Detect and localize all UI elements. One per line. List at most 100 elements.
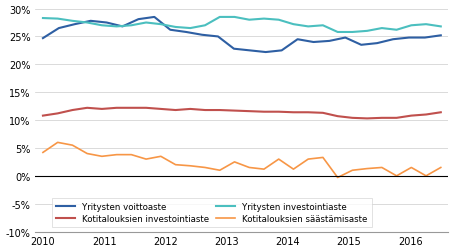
Kotitalouksien investointiaste [128,107,134,110]
Yritysten investointiaste [423,23,429,26]
Yritysten voittoaste [375,42,380,45]
Kotitalouksien säästämisaste [40,151,46,154]
Kotitalouksien säästämisaste [158,155,163,158]
Kotitalouksien säästämisaste [143,158,149,161]
Kotitalouksien säästämisaste [291,168,296,171]
Kotitalouksien investointiaste [55,112,60,115]
Yritysten investointiaste [99,25,104,28]
Yritysten voittoaste [311,41,316,44]
Yritysten voittoaste [263,51,268,54]
Kotitalouksien säästämisaste [99,155,104,158]
Kotitalouksien säästämisaste [276,158,281,161]
Kotitalouksien investointiaste [306,111,311,114]
Kotitalouksien investointiaste [232,110,237,113]
Yritysten voittoaste [199,34,205,37]
Kotitalouksien investointiaste [379,117,385,120]
Line: Kotitalouksien investointiaste: Kotitalouksien investointiaste [43,108,441,119]
Kotitalouksien investointiaste [350,117,355,120]
Yritysten voittoaste [406,37,412,40]
Yritysten investointiaste [84,22,90,25]
Kotitalouksien säästämisaste [438,166,444,169]
Kotitalouksien investointiaste [335,115,340,118]
Yritysten investointiaste [232,16,237,19]
Yritysten investointiaste [55,18,60,21]
Yritysten voittoaste [279,50,284,53]
Kotitalouksien säästämisaste [409,166,414,169]
Kotitalouksien säästämisaste [202,166,208,169]
Kotitalouksien investointiaste [261,111,266,114]
Yritysten investointiaste [143,22,149,25]
Yritysten investointiaste [394,29,400,32]
Yritysten voittoaste [120,26,125,29]
Yritysten investointiaste [261,18,266,21]
Kotitalouksien investointiaste [70,109,75,112]
Yritysten voittoaste [247,50,252,53]
Yritysten voittoaste [359,44,364,47]
Kotitalouksien säästämisaste [128,153,134,156]
Yritysten voittoaste [88,20,94,23]
Kotitalouksien säästämisaste [188,165,193,168]
Kotitalouksien investointiaste [276,111,281,114]
Line: Kotitalouksien säästämisaste: Kotitalouksien säästämisaste [43,143,441,178]
Yritysten investointiaste [158,23,163,26]
Kotitalouksien säästämisaste [379,166,385,169]
Yritysten voittoaste [56,27,62,30]
Yritysten investointiaste [70,20,75,23]
Yritysten investointiaste [365,30,370,33]
Yritysten voittoaste [343,37,348,40]
Kotitalouksien säästämisaste [247,166,252,169]
Kotitalouksien säästämisaste [55,141,60,144]
Yritysten voittoaste [152,16,157,19]
Kotitalouksien investointiaste [291,111,296,114]
Yritysten investointiaste [247,19,252,22]
Kotitalouksien säästämisaste [84,152,90,155]
Kotitalouksien säästämisaste [423,175,429,178]
Kotitalouksien säästämisaste [394,175,400,178]
Line: Yritysten voittoaste: Yritysten voittoaste [43,18,441,53]
Kotitalouksien investointiaste [247,110,252,113]
Kotitalouksien investointiaste [158,108,163,111]
Legend: Yritysten voittoaste, Kotitalouksien investointiaste, Yritysten investointiaste,: Yritysten voittoaste, Kotitalouksien inv… [52,198,372,227]
Yritysten voittoaste [183,31,189,34]
Kotitalouksien säästämisaste [320,156,326,159]
Kotitalouksien säästämisaste [365,167,370,170]
Kotitalouksien investointiaste [438,111,444,114]
Yritysten investointiaste [409,25,414,28]
Yritysten investointiaste [173,26,178,29]
Yritysten voittoaste [215,36,221,39]
Yritysten voittoaste [390,39,396,42]
Yritysten voittoaste [72,23,78,26]
Yritysten investointiaste [350,31,355,34]
Yritysten voittoaste [136,19,141,22]
Kotitalouksien säästämisaste [350,169,355,172]
Kotitalouksien investointiaste [188,108,193,111]
Kotitalouksien investointiaste [409,115,414,118]
Kotitalouksien investointiaste [365,117,370,120]
Kotitalouksien säästämisaste [232,161,237,164]
Kotitalouksien investointiaste [394,117,400,120]
Kotitalouksien säästämisaste [217,169,222,172]
Yritysten investointiaste [438,26,444,29]
Kotitalouksien säästämisaste [261,168,266,171]
Kotitalouksien investointiaste [423,113,429,116]
Kotitalouksien säästämisaste [173,164,178,167]
Kotitalouksien säästämisaste [70,144,75,147]
Kotitalouksien investointiaste [40,115,46,118]
Yritysten investointiaste [217,16,222,19]
Kotitalouksien säästämisaste [335,176,340,179]
Kotitalouksien investointiaste [99,108,104,111]
Yritysten voittoaste [422,37,428,40]
Yritysten investointiaste [306,26,311,29]
Yritysten voittoaste [295,39,300,42]
Yritysten voittoaste [231,48,237,51]
Kotitalouksien investointiaste [217,109,222,112]
Yritysten investointiaste [379,27,385,30]
Kotitalouksien investointiaste [84,107,90,110]
Yritysten voittoaste [327,40,332,43]
Yritysten investointiaste [188,27,193,30]
Kotitalouksien investointiaste [320,112,326,115]
Yritysten voittoaste [104,22,109,25]
Yritysten investointiaste [320,25,326,28]
Yritysten voittoaste [168,29,173,32]
Yritysten investointiaste [202,25,208,28]
